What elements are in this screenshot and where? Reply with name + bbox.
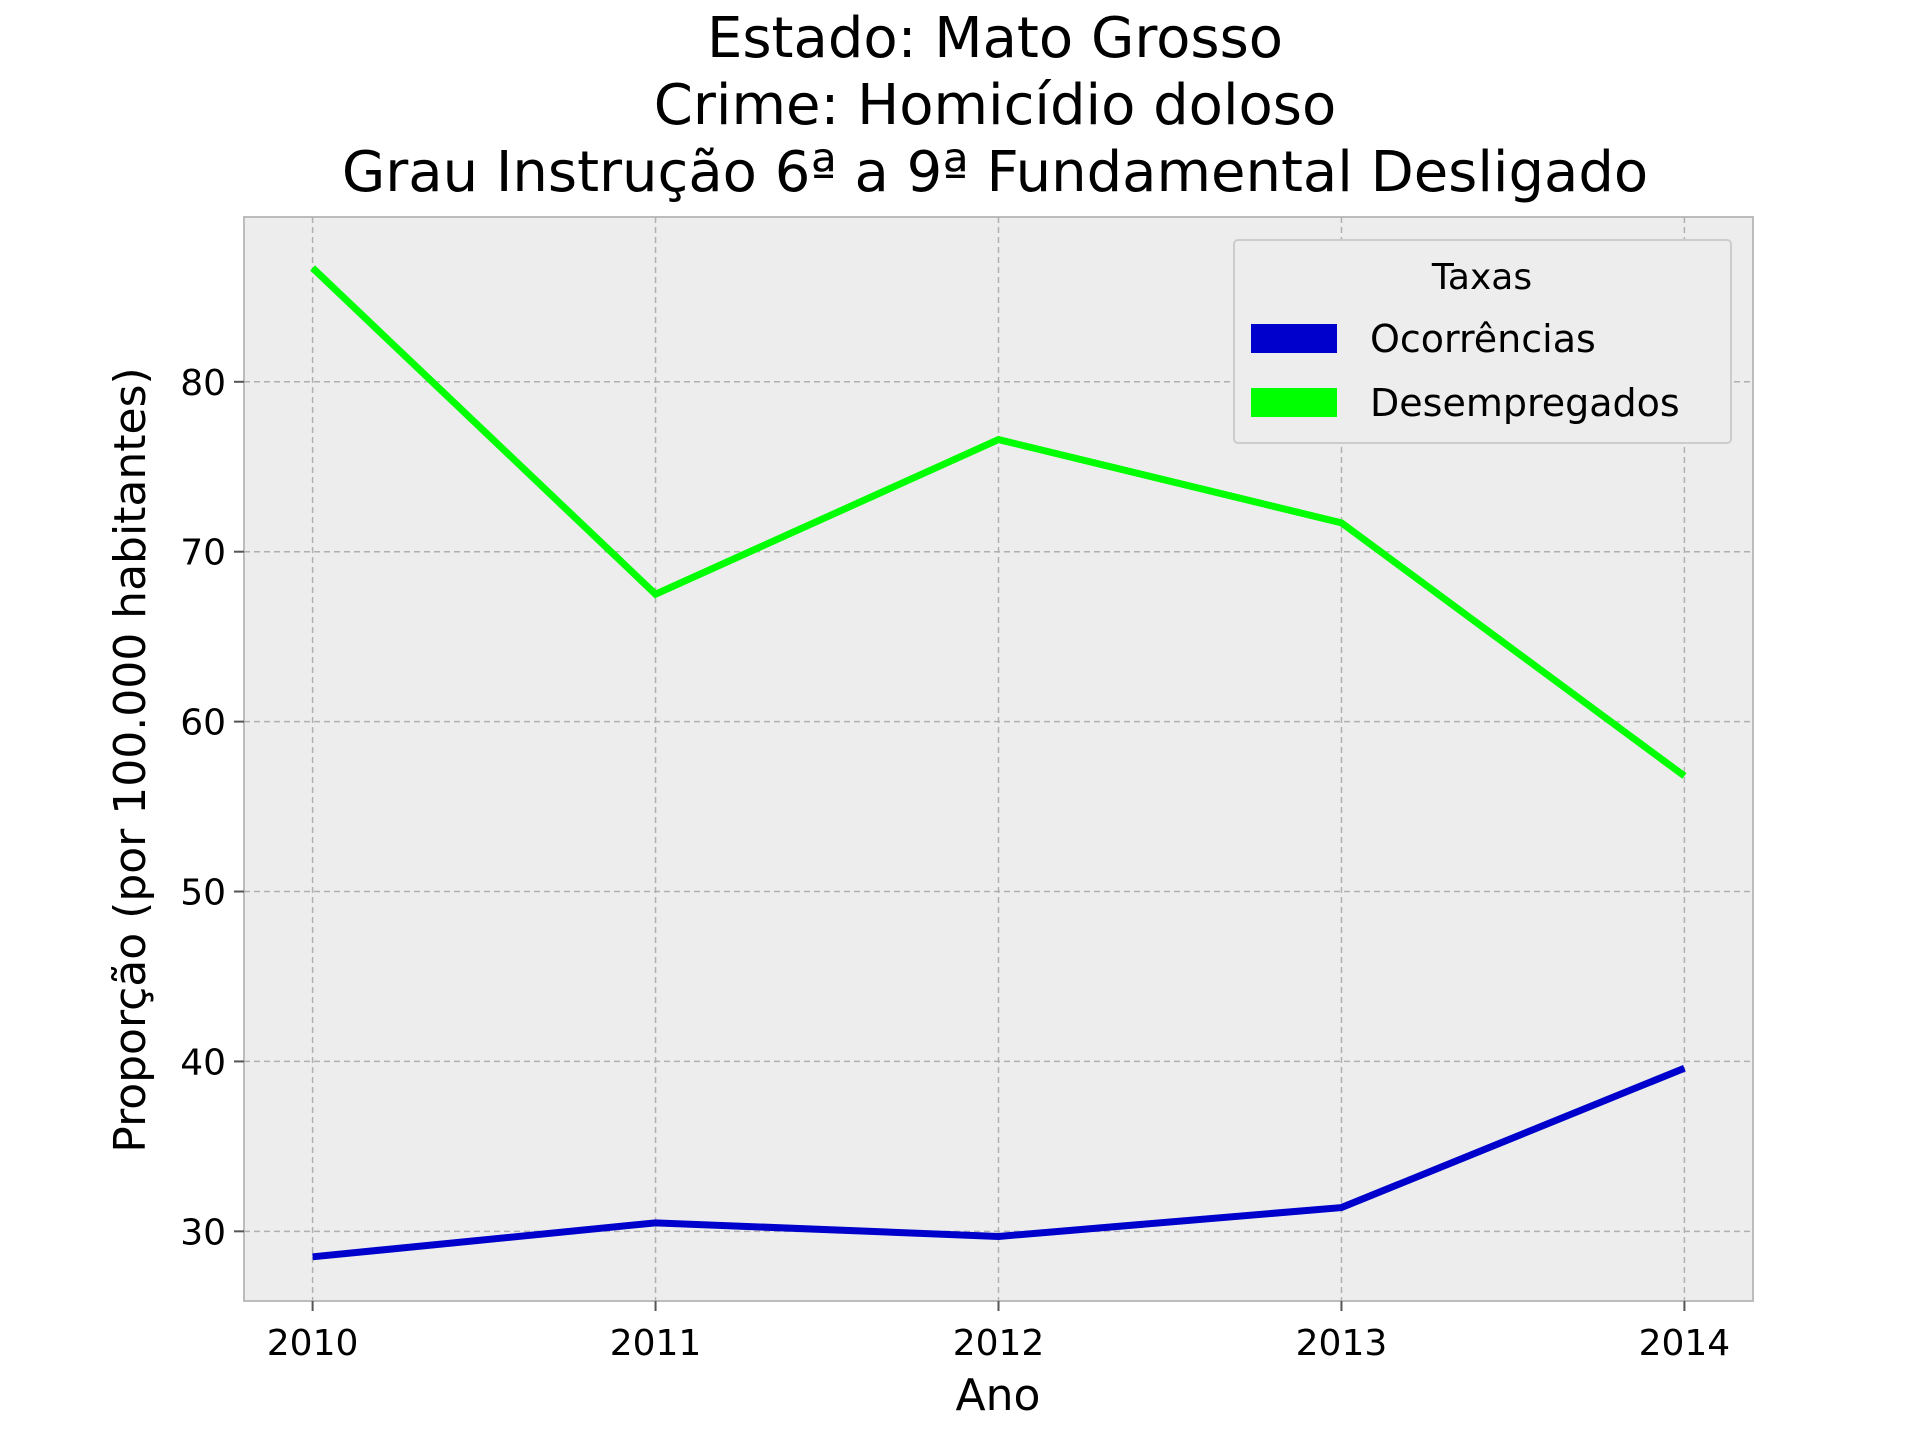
title-line-1: Estado: Mato Grosso <box>707 6 1283 71</box>
legend-swatch-ocorrencias <box>1251 324 1337 353</box>
legend-swatch-desempregados <box>1251 388 1337 417</box>
series-line-ocorrencias <box>312 1064 1686 1261</box>
legend-title: Taxas <box>1431 257 1532 298</box>
y-tick-label: 40 <box>180 1042 226 1083</box>
legend-box <box>1233 239 1732 444</box>
chart-title: Estado: Mato Grosso Crime: Homicídio dol… <box>342 6 1648 205</box>
y-tick-label: 80 <box>180 363 226 404</box>
series-lines <box>310 265 1687 1261</box>
x-tick-label: 2010 <box>267 1323 359 1364</box>
x-axis-ticks: 2010 2011 2012 2013 2014 <box>267 1301 1730 1364</box>
series-line-desempregados <box>310 265 1687 779</box>
x-tick-label: 2012 <box>953 1323 1045 1364</box>
x-tick-label: 2013 <box>1296 1323 1388 1364</box>
y-tick-label: 30 <box>180 1212 226 1253</box>
y-tick-label: 50 <box>180 873 226 914</box>
y-tick-label: 70 <box>180 533 226 574</box>
legend-label-desempregados: Desempregados <box>1370 381 1680 425</box>
x-axis-label: Ano <box>956 1370 1041 1421</box>
x-tick-label: 2014 <box>1639 1323 1731 1364</box>
title-line-2: Crime: Homicídio doloso <box>654 73 1336 138</box>
y-tick-label: 60 <box>180 703 226 744</box>
legend: Taxas Ocorrências Desempregados <box>1233 239 1732 444</box>
x-tick-label: 2011 <box>610 1323 702 1364</box>
y-axis-label: Proporção (por 100.000 habitantes) <box>105 367 156 1152</box>
y-axis-ticks: 30 40 50 60 70 80 <box>180 363 244 1253</box>
legend-label-ocorrencias: Ocorrências <box>1370 317 1596 361</box>
title-line-3: Grau Instrução 6ª a 9ª Fundamental Desli… <box>342 140 1648 205</box>
gridlines <box>244 217 1753 1301</box>
